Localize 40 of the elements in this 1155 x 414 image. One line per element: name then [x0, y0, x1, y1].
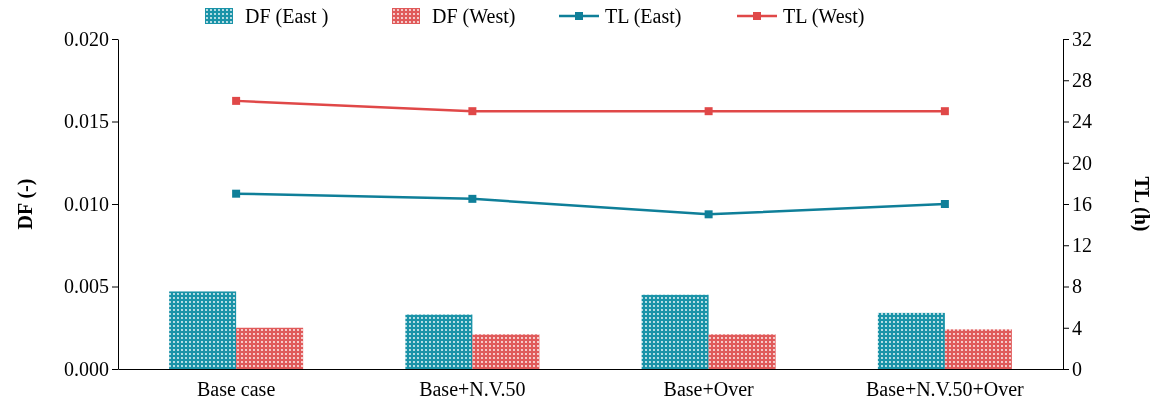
y2-tick-label: 0 [1072, 357, 1082, 380]
y-tick-label: 0.020 [64, 27, 109, 50]
point [468, 107, 477, 116]
y2-tick-label: 32 [1072, 27, 1092, 50]
legend-label: TL (West) [783, 5, 865, 28]
y2-tick-label: 16 [1072, 192, 1092, 215]
legend-label: TL (East) [605, 5, 682, 28]
bar [236, 327, 304, 369]
y2-tick-label: 12 [1072, 234, 1092, 257]
point [940, 200, 949, 208]
y-tick-label: 0.005 [64, 275, 109, 298]
y2-tick-label: 8 [1072, 275, 1082, 298]
x-tick-label: Base case [196, 378, 276, 400]
point [940, 107, 949, 116]
point [704, 210, 713, 219]
y2-tick-label: 4 [1072, 316, 1082, 339]
legend-label: DF (East ) [245, 5, 329, 28]
x-tick-label: Base+Over [663, 378, 755, 400]
x-tick-label: Base+N.V.50 [419, 378, 526, 400]
legend-label: DF (West) [432, 5, 516, 28]
y-tick-label: 0.000 [64, 357, 109, 380]
y-tick-label: 0.015 [64, 110, 109, 133]
y-tick-label: 0.010 [64, 192, 109, 215]
point [232, 96, 241, 105]
bar [877, 312, 945, 369]
bar [405, 314, 473, 369]
y2-tick-label: 24 [1072, 110, 1092, 133]
bar [944, 329, 1012, 369]
point [468, 194, 477, 203]
bar [641, 294, 709, 369]
y-axis-title: DF (-) [14, 178, 37, 230]
y2-tick-label: 28 [1072, 69, 1092, 92]
x-tick-label: Base+N.V.50+Over [866, 378, 1025, 400]
y2-axis-title: TL (h) [1130, 176, 1153, 232]
bar [472, 334, 540, 369]
point [232, 189, 241, 198]
point [704, 107, 713, 116]
bar [169, 291, 237, 369]
bar [708, 334, 776, 369]
y2-tick-label: 20 [1072, 151, 1092, 174]
